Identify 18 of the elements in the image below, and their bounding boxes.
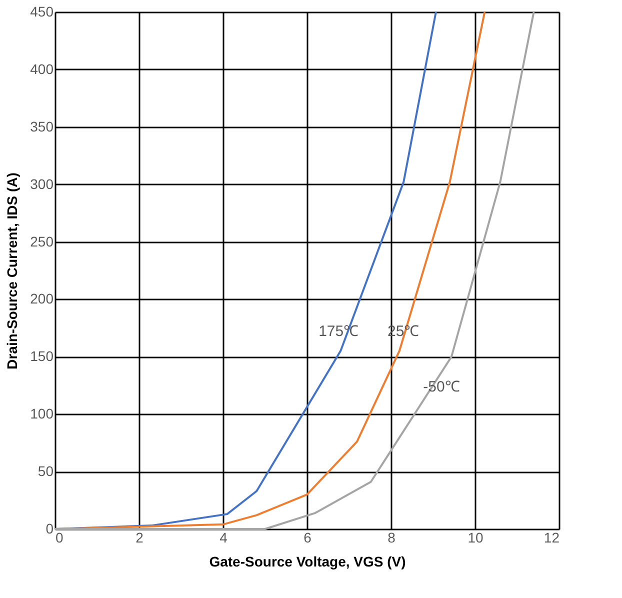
series-label: -50℃ [423, 378, 460, 396]
y-tick-label: 200 [30, 290, 54, 307]
y-tick-label: 50 [38, 463, 54, 480]
y-tick-label: 450 [30, 4, 54, 20]
x-tick-label: 2 [136, 530, 144, 546]
x-tick-label: 6 [304, 530, 312, 546]
x-axis-title: Gate-Source Voltage, VGS (V) [209, 554, 406, 570]
x-tick-label: 4 [220, 530, 228, 546]
y-axis-title: Drain-Source Current, IDS (A) [4, 172, 20, 370]
x-tick-label: 10 [468, 530, 484, 546]
x-tick-label: 8 [388, 530, 396, 546]
x-tick-label: 12 [544, 530, 560, 546]
y-tick-label: 350 [30, 118, 54, 134]
y-tick-label: 150 [30, 348, 54, 364]
y-tick-label: 250 [30, 233, 54, 250]
y-tick-label: 400 [30, 60, 54, 77]
y-tick-label: 100 [30, 406, 54, 422]
y-tick-label: 300 [30, 176, 54, 192]
